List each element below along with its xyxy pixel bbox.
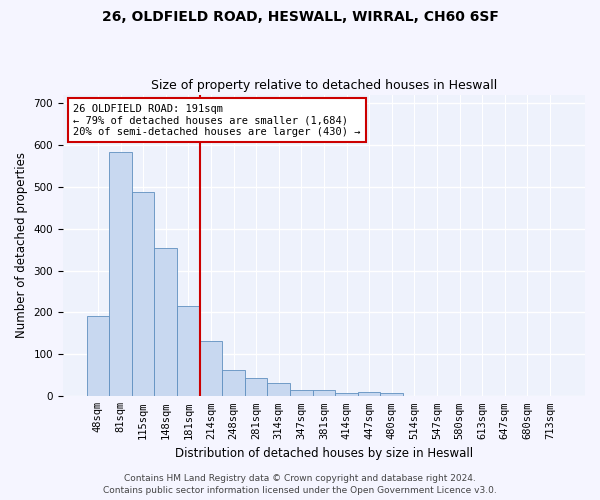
- Bar: [268, 384, 290, 396]
- Bar: [177, 306, 200, 396]
- Bar: [154, 248, 177, 396]
- Bar: [290, 390, 313, 396]
- Text: 26 OLDFIELD ROAD: 191sqm
← 79% of detached houses are smaller (1,684)
20% of sem: 26 OLDFIELD ROAD: 191sqm ← 79% of detach…: [73, 104, 361, 137]
- Bar: [245, 378, 268, 396]
- Bar: [86, 316, 109, 396]
- Title: Size of property relative to detached houses in Heswall: Size of property relative to detached ho…: [151, 79, 497, 92]
- Bar: [200, 341, 222, 396]
- Bar: [109, 152, 132, 396]
- Bar: [358, 392, 380, 396]
- Bar: [380, 392, 403, 396]
- Bar: [222, 370, 245, 396]
- Text: Contains HM Land Registry data © Crown copyright and database right 2024.
Contai: Contains HM Land Registry data © Crown c…: [103, 474, 497, 495]
- Bar: [313, 390, 335, 396]
- Y-axis label: Number of detached properties: Number of detached properties: [15, 152, 28, 338]
- X-axis label: Distribution of detached houses by size in Heswall: Distribution of detached houses by size …: [175, 447, 473, 460]
- Text: 26, OLDFIELD ROAD, HESWALL, WIRRAL, CH60 6SF: 26, OLDFIELD ROAD, HESWALL, WIRRAL, CH60…: [101, 10, 499, 24]
- Bar: [132, 192, 154, 396]
- Bar: [335, 392, 358, 396]
